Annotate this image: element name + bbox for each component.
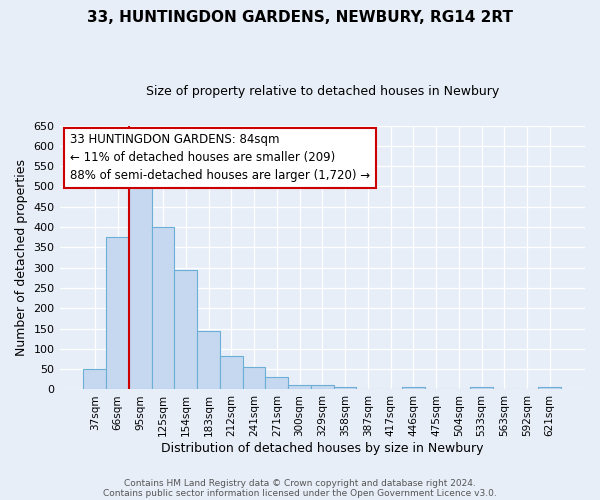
X-axis label: Distribution of detached houses by size in Newbury: Distribution of detached houses by size …	[161, 442, 484, 455]
Bar	[83, 369, 106, 390]
Text: 33, HUNTINGDON GARDENS, NEWBURY, RG14 2RT: 33, HUNTINGDON GARDENS, NEWBURY, RG14 2R…	[87, 10, 513, 25]
Bar	[242, 366, 265, 390]
Bar	[288, 386, 311, 390]
Title: Size of property relative to detached houses in Newbury: Size of property relative to detached ho…	[146, 85, 499, 98]
Bar	[402, 388, 425, 390]
Bar	[106, 237, 129, 390]
Bar	[538, 388, 561, 390]
Bar	[334, 388, 356, 390]
Bar	[175, 270, 197, 390]
Bar	[197, 332, 220, 390]
Bar	[311, 386, 334, 390]
Bar	[265, 378, 288, 390]
Bar	[152, 227, 175, 390]
Text: Contains public sector information licensed under the Open Government Licence v3: Contains public sector information licen…	[103, 488, 497, 498]
Text: Contains HM Land Registry data © Crown copyright and database right 2024.: Contains HM Land Registry data © Crown c…	[124, 478, 476, 488]
Bar	[129, 180, 152, 390]
Y-axis label: Number of detached properties: Number of detached properties	[15, 159, 28, 356]
Text: 33 HUNTINGDON GARDENS: 84sqm
← 11% of detached houses are smaller (209)
88% of s: 33 HUNTINGDON GARDENS: 84sqm ← 11% of de…	[70, 134, 370, 182]
Bar	[470, 388, 493, 390]
Bar	[220, 356, 242, 390]
